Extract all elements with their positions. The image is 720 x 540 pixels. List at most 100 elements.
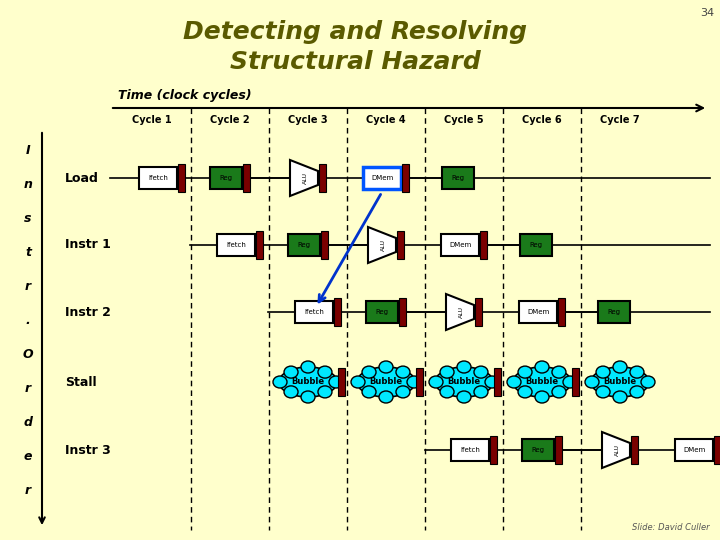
Ellipse shape	[284, 386, 298, 398]
Text: Bubble: Bubble	[447, 377, 480, 387]
Text: ALU: ALU	[614, 444, 619, 456]
Ellipse shape	[379, 391, 393, 403]
Ellipse shape	[351, 376, 365, 388]
Bar	[295, 301, 333, 323]
Ellipse shape	[429, 376, 443, 388]
Bar	[572, 368, 578, 396]
Text: d: d	[24, 415, 32, 429]
Bar	[217, 234, 255, 256]
Ellipse shape	[396, 386, 410, 398]
Bar	[480, 231, 487, 259]
Bar	[415, 368, 423, 396]
Text: Reg: Reg	[608, 309, 621, 315]
Bar	[554, 436, 562, 464]
Bar	[398, 298, 405, 326]
Bar	[210, 167, 242, 189]
Text: Ifetch: Ifetch	[304, 309, 324, 315]
Text: I: I	[26, 144, 30, 157]
Text: Ifetch: Ifetch	[460, 447, 480, 453]
Ellipse shape	[518, 366, 532, 378]
Ellipse shape	[279, 367, 337, 397]
Text: Cycle 5: Cycle 5	[444, 115, 484, 125]
Text: Bubble: Bubble	[526, 377, 559, 387]
Ellipse shape	[474, 366, 488, 378]
Text: t: t	[25, 246, 31, 259]
Ellipse shape	[552, 366, 566, 378]
Text: O: O	[23, 348, 33, 361]
Ellipse shape	[273, 376, 287, 388]
Bar	[366, 301, 398, 323]
Ellipse shape	[318, 366, 332, 378]
Ellipse shape	[379, 361, 393, 373]
Ellipse shape	[535, 391, 549, 403]
Text: Bubble: Bubble	[292, 377, 325, 387]
Bar	[598, 301, 630, 323]
Text: r: r	[25, 483, 31, 496]
Bar	[522, 439, 554, 461]
Bar	[474, 298, 482, 326]
Ellipse shape	[329, 376, 343, 388]
Text: Time (clock cycles): Time (clock cycles)	[118, 89, 251, 102]
Text: r: r	[25, 280, 31, 293]
Ellipse shape	[563, 376, 577, 388]
Ellipse shape	[440, 386, 454, 398]
Text: Ifetch: Ifetch	[226, 242, 246, 248]
Ellipse shape	[362, 386, 376, 398]
Text: Detecting and Resolving: Detecting and Resolving	[183, 20, 527, 44]
Bar	[493, 368, 500, 396]
Ellipse shape	[457, 361, 471, 373]
Text: Cycle 2: Cycle 2	[210, 115, 250, 125]
Bar	[333, 298, 341, 326]
Text: Slide: David Culler: Slide: David Culler	[632, 523, 710, 532]
Text: e: e	[24, 449, 32, 462]
Text: Ifetch: Ifetch	[148, 175, 168, 181]
Bar	[519, 301, 557, 323]
Ellipse shape	[457, 391, 471, 403]
Text: Bubble: Bubble	[603, 377, 636, 387]
Ellipse shape	[507, 376, 521, 388]
Ellipse shape	[596, 366, 610, 378]
Bar	[397, 231, 403, 259]
Ellipse shape	[407, 376, 421, 388]
Bar	[288, 234, 320, 256]
Bar	[139, 167, 177, 189]
Polygon shape	[290, 160, 318, 196]
Ellipse shape	[318, 386, 332, 398]
Text: ALU: ALU	[302, 172, 307, 184]
Bar	[256, 231, 263, 259]
Bar	[490, 436, 497, 464]
Ellipse shape	[301, 391, 315, 403]
Bar	[520, 234, 552, 256]
Ellipse shape	[513, 367, 571, 397]
Text: ALU: ALU	[380, 239, 385, 251]
Text: Bubble: Bubble	[369, 377, 402, 387]
Text: Cycle 4: Cycle 4	[366, 115, 406, 125]
Bar	[442, 167, 474, 189]
Ellipse shape	[613, 361, 627, 373]
Text: Reg: Reg	[376, 309, 389, 315]
Text: s: s	[24, 212, 32, 225]
Bar	[441, 234, 479, 256]
Text: Stall: Stall	[65, 375, 96, 388]
Bar	[243, 164, 250, 192]
Ellipse shape	[301, 361, 315, 373]
Ellipse shape	[362, 366, 376, 378]
Ellipse shape	[535, 361, 549, 373]
Text: r: r	[25, 381, 31, 395]
Text: Reg: Reg	[220, 175, 233, 181]
Bar	[631, 436, 637, 464]
Text: 34: 34	[700, 8, 714, 18]
Bar	[557, 298, 564, 326]
Ellipse shape	[284, 366, 298, 378]
Ellipse shape	[435, 367, 493, 397]
Text: DMem: DMem	[371, 175, 393, 181]
Bar	[675, 439, 713, 461]
Ellipse shape	[641, 376, 655, 388]
Ellipse shape	[357, 367, 415, 397]
Ellipse shape	[552, 386, 566, 398]
Bar	[402, 164, 408, 192]
Polygon shape	[368, 227, 396, 263]
Text: .: .	[26, 314, 30, 327]
Ellipse shape	[591, 367, 649, 397]
Ellipse shape	[396, 366, 410, 378]
